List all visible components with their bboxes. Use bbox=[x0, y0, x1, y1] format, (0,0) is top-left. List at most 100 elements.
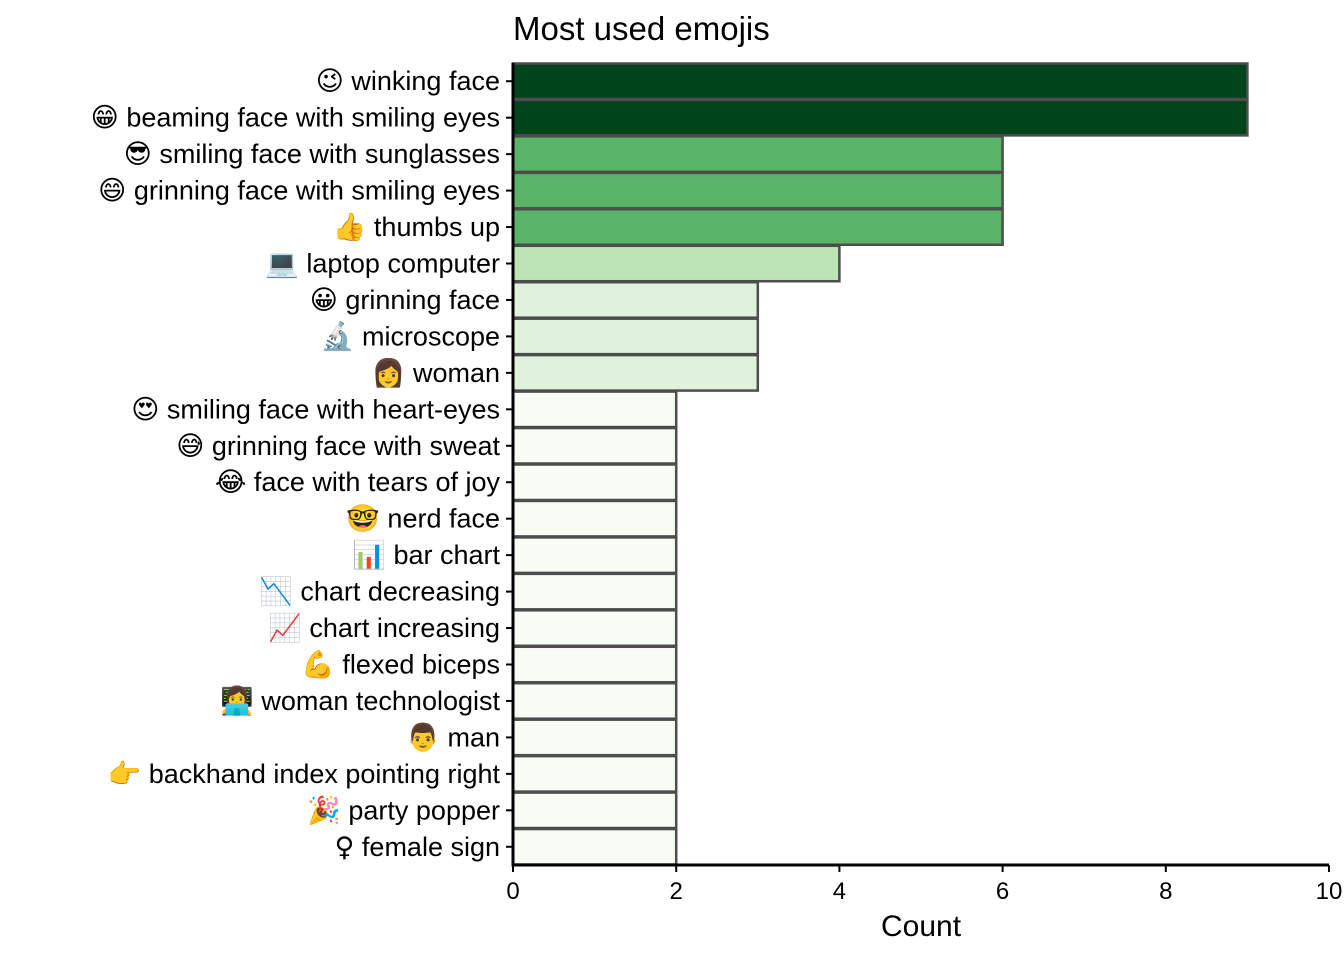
bar-chart-increasing bbox=[511, 609, 678, 648]
bar-chart-decreasing bbox=[511, 572, 678, 611]
y-tick-text: flexed biceps bbox=[335, 650, 500, 680]
y-tick-emoji: 😂 bbox=[215, 467, 247, 498]
y-tick-label: 🔬 microscope bbox=[321, 319, 500, 352]
y-tick-label: 😀 grinning face bbox=[310, 285, 500, 316]
y-tick-text: smiling face with heart-eyes bbox=[159, 394, 500, 424]
y-tick-emoji: 💪 bbox=[301, 649, 335, 681]
y-tick-text: party popper bbox=[341, 795, 500, 825]
y-tick-label: 😉 winking face bbox=[316, 66, 500, 97]
bar-grinning-face-with-sweat bbox=[511, 426, 678, 465]
y-tick-label: 😍 smiling face with heart-eyes bbox=[131, 394, 500, 425]
bar-thumbs-up bbox=[511, 208, 1004, 247]
y-tick-emoji: 📊 bbox=[352, 539, 386, 571]
y-tick-emoji: 👨 bbox=[406, 721, 440, 753]
y-tick-text: chart increasing bbox=[302, 613, 500, 643]
bar-smiling-face-with-heart-eyes bbox=[511, 390, 678, 429]
bar-woman bbox=[511, 353, 760, 392]
y-tick-text: grinning face with sweat bbox=[204, 431, 500, 461]
y-tick-label: 👩‍💻 woman technologist bbox=[220, 685, 500, 717]
bar-winking-face bbox=[511, 62, 1249, 101]
x-tick-label: 10 bbox=[1316, 878, 1343, 905]
x-tick-label: 4 bbox=[833, 878, 846, 905]
chart-title: Most used emojis bbox=[513, 10, 770, 47]
y-tick-emoji: 🤓 bbox=[346, 504, 380, 535]
y-tick-text: smiling face with sunglasses bbox=[152, 139, 500, 169]
bar-woman-technologist bbox=[511, 681, 678, 720]
y-tick-label: 😄 grinning face with smiling eyes bbox=[98, 176, 500, 207]
bar-bar-chart bbox=[511, 536, 678, 575]
y-tick-text: beaming face with smiling eyes bbox=[119, 103, 500, 133]
y-tick-label: 💻 laptop computer bbox=[265, 249, 500, 280]
y-tick-label: 💪 flexed biceps bbox=[301, 649, 500, 681]
bar-man bbox=[511, 718, 678, 757]
y-tick-text: thumbs up bbox=[366, 212, 500, 242]
y-tick-text: chart decreasing bbox=[293, 577, 500, 607]
y-tick-label: 👩 woman bbox=[372, 357, 500, 389]
x-tick-label: 8 bbox=[1159, 878, 1172, 905]
y-tick-label: 😁 beaming face with smiling eyes bbox=[91, 103, 500, 134]
bar-party-popper bbox=[511, 791, 678, 830]
y-tick-emoji: 😍 bbox=[131, 394, 159, 425]
y-tick-text: winking face bbox=[344, 66, 500, 96]
y-tick-text: backhand index pointing right bbox=[141, 759, 500, 789]
x-tick-label: 2 bbox=[670, 878, 683, 905]
y-tick-label: 🎉 party popper bbox=[307, 794, 500, 826]
y-tick-label: 👨 man bbox=[406, 721, 500, 753]
x-axis-ticks: 0 2 4 6 8 10 bbox=[506, 865, 1342, 905]
y-tick-emoji: 😄 bbox=[98, 176, 126, 207]
bars-layer bbox=[511, 62, 1249, 866]
y-tick-label: ♀ female sign bbox=[335, 832, 500, 863]
y-tick-text: man bbox=[440, 722, 500, 752]
bar-backhand-index-pointing-right bbox=[511, 754, 678, 793]
y-tick-emoji: 👩‍💻 bbox=[220, 685, 254, 717]
y-tick-text: bar chart bbox=[386, 540, 501, 570]
bar-grinning-face bbox=[511, 280, 760, 319]
y-tick-label: 😎 smiling face with sunglasses bbox=[124, 139, 500, 170]
bar-grinning-face-with-smiling-eyes bbox=[511, 171, 1004, 210]
y-tick-text: face with tears of joy bbox=[246, 467, 500, 497]
y-tick-emoji: 😁 bbox=[91, 103, 119, 134]
y-axis-labels: 😉 winking face 😁 beaming face with smilin… bbox=[91, 66, 501, 863]
y-tick-emoji: 😎 bbox=[124, 139, 152, 170]
y-tick-emoji: 🔬 bbox=[321, 319, 355, 352]
y-tick-label: 👍 thumbs up bbox=[333, 211, 500, 243]
y-tick-text: grinning face bbox=[338, 285, 500, 315]
y-tick-emoji: 😀 bbox=[310, 285, 338, 316]
y-tick-emoji: 😉 bbox=[316, 66, 344, 97]
y-tick-label: 📈 chart increasing bbox=[268, 612, 500, 644]
y-tick-emoji: 📈 bbox=[268, 612, 302, 644]
bar-laptop-computer bbox=[511, 244, 841, 283]
y-tick-label: 🤓 nerd face bbox=[346, 504, 500, 535]
axes bbox=[506, 63, 1329, 867]
bar-microscope bbox=[511, 317, 760, 356]
y-tick-emoji: 👩 bbox=[372, 357, 406, 389]
y-tick-label: 📊 bar chart bbox=[352, 539, 500, 571]
y-tick-text: microscope bbox=[354, 321, 500, 351]
y-tick-emoji: 😅 bbox=[176, 431, 204, 462]
bar-flexed-biceps bbox=[511, 645, 678, 684]
y-tick-emoji: 🎉 bbox=[307, 794, 341, 826]
x-tick-label: 6 bbox=[996, 878, 1009, 905]
y-tick-text: woman technologist bbox=[254, 686, 501, 716]
y-tick-text: woman bbox=[405, 358, 500, 388]
bar-female-sign bbox=[511, 827, 678, 866]
y-tick-label: 😅 grinning face with sweat bbox=[176, 431, 500, 462]
x-axis-title: Count bbox=[881, 910, 962, 943]
y-tick-emoji: 📉 bbox=[259, 576, 293, 608]
bar-nerd-face bbox=[511, 499, 678, 538]
y-tick-emoji: 👉 bbox=[108, 759, 142, 790]
y-tick-emoji: 👍 bbox=[333, 211, 367, 243]
bar-beaming-face-with-smiling-eyes bbox=[511, 98, 1249, 137]
y-tick-label: 👉 backhand index pointing right bbox=[108, 759, 501, 790]
y-tick-label: 📉 chart decreasing bbox=[259, 576, 500, 608]
y-tick-label: 😂 face with tears of joy bbox=[215, 467, 501, 498]
y-tick-text: laptop computer bbox=[299, 249, 500, 279]
x-tick-label: 0 bbox=[506, 878, 519, 905]
y-tick-emoji: 💻 bbox=[265, 249, 299, 280]
y-tick-emoji: ♀ bbox=[335, 832, 355, 863]
y-tick-text: nerd face bbox=[380, 504, 500, 534]
y-tick-text: female sign bbox=[354, 832, 500, 862]
y-tick-text: grinning face with smiling eyes bbox=[126, 176, 500, 206]
bar-smiling-face-with-sunglasses bbox=[511, 135, 1004, 174]
